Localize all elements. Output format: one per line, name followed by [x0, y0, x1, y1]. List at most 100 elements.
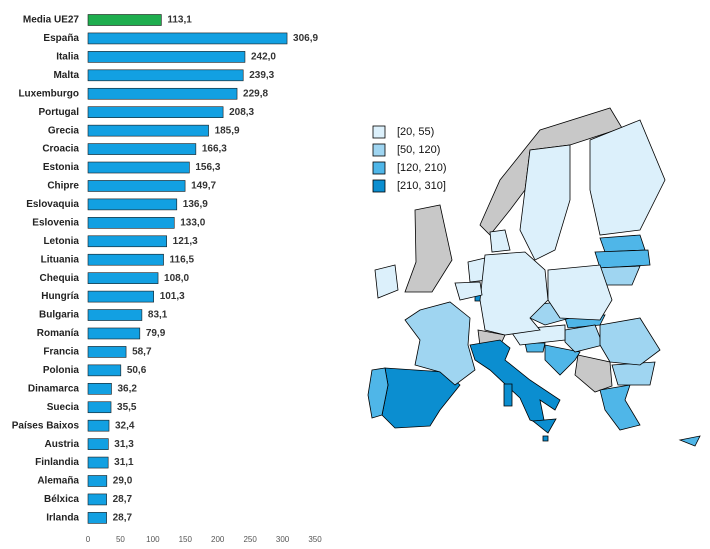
x-tick-label: 150	[179, 535, 193, 544]
x-tick-label: 250	[243, 535, 257, 544]
value-label: 50,6	[127, 365, 147, 376]
bar	[87, 309, 143, 321]
bar	[87, 69, 244, 82]
value-label: 58,7	[132, 347, 152, 358]
map-country	[519, 144, 571, 261]
category-label: Chipre	[47, 181, 79, 192]
value-label: 166,3	[202, 144, 227, 155]
legend-label: [50, 120)	[397, 144, 440, 156]
map-country-non-eu	[574, 354, 613, 393]
map-country	[542, 435, 549, 442]
map-country	[594, 249, 651, 269]
bar	[87, 253, 164, 266]
bar	[87, 327, 141, 340]
bar	[87, 106, 224, 118]
map-country	[611, 361, 656, 386]
map-country	[599, 234, 646, 253]
category-label: Finlandia	[35, 457, 79, 468]
map-country	[678, 435, 701, 447]
value-label: 28,7	[113, 494, 133, 505]
bar	[87, 382, 112, 395]
value-label: 229,8	[243, 88, 268, 99]
map-country	[479, 251, 549, 336]
map-country	[599, 384, 641, 431]
category-label: Bulgaria	[39, 310, 79, 321]
legend-label: [210, 310]	[397, 180, 446, 192]
category-label: Dinamarca	[28, 383, 80, 394]
value-label: 239,3	[249, 70, 274, 81]
value-label: 149,7	[191, 181, 216, 192]
legend-label: [120, 210)	[397, 162, 447, 174]
category-label: Letonia	[43, 236, 79, 247]
value-label: 208,3	[229, 107, 254, 118]
category-label: Italia	[56, 52, 79, 63]
x-tick-label: 350	[308, 535, 322, 544]
category-label: Hungría	[41, 291, 79, 302]
legend-swatch	[372, 179, 386, 193]
value-label: 156,3	[195, 162, 220, 173]
value-label: 116,5	[170, 254, 195, 265]
bar	[87, 438, 109, 450]
value-label: 108,0	[164, 273, 189, 284]
value-label: 28,7	[113, 513, 133, 524]
bar	[87, 87, 238, 100]
value-label: 29,0	[113, 476, 133, 487]
x-tick-label: 200	[211, 535, 225, 544]
category-label: España	[43, 33, 79, 44]
bar	[87, 198, 178, 211]
value-label: 31,1	[114, 457, 134, 468]
bar	[87, 401, 112, 414]
legend-label: [20, 55)	[397, 126, 434, 138]
value-label: 101,3	[160, 291, 185, 302]
category-label: Irlanda	[46, 513, 79, 524]
map-country	[547, 264, 613, 321]
bar	[87, 124, 209, 137]
category-label: Luxemburgo	[18, 88, 79, 99]
legend-swatch	[372, 161, 386, 175]
category-label: Eslovenia	[32, 217, 79, 228]
value-label: 32,4	[115, 420, 135, 431]
map-non-eu	[404, 107, 623, 393]
map-country	[503, 383, 513, 407]
x-tick-label: 100	[146, 535, 160, 544]
bar	[87, 512, 107, 524]
value-label: 31,3	[114, 439, 134, 450]
bar	[87, 290, 155, 303]
bar	[87, 475, 108, 487]
bar	[87, 161, 190, 174]
value-label: 185,9	[215, 125, 240, 136]
category-label: Romanía	[37, 328, 80, 339]
category-label: Alemaña	[37, 476, 79, 487]
bar	[87, 346, 127, 358]
bar	[87, 493, 107, 506]
category-label: Polonia	[43, 365, 80, 376]
bar	[87, 235, 167, 248]
bar	[87, 364, 122, 377]
category-label: Estonia	[43, 162, 80, 173]
legend-swatch	[372, 143, 386, 157]
map-country	[404, 301, 476, 386]
x-tick-label: 300	[276, 535, 290, 544]
value-label: 79,9	[146, 328, 166, 339]
value-label: 242,0	[251, 52, 276, 63]
category-label: Bélxica	[44, 494, 79, 505]
bar	[87, 143, 197, 155]
category-label: Suecia	[47, 402, 80, 413]
map-country	[589, 119, 666, 236]
value-label: 133,0	[180, 217, 205, 228]
bar	[87, 456, 109, 469]
category-label: Portugal	[38, 107, 79, 118]
category-label: Lituania	[41, 254, 80, 265]
value-label: 113,1	[167, 15, 192, 26]
category-label: Croacia	[42, 144, 79, 155]
bar	[87, 272, 159, 284]
map-country	[531, 418, 557, 434]
map-country	[564, 324, 604, 353]
bar	[87, 51, 246, 63]
x-tick-label: 0	[86, 535, 91, 544]
bar	[87, 217, 175, 229]
map-country	[454, 281, 483, 301]
category-label: Media UE27	[23, 15, 80, 26]
map-country	[599, 317, 661, 366]
